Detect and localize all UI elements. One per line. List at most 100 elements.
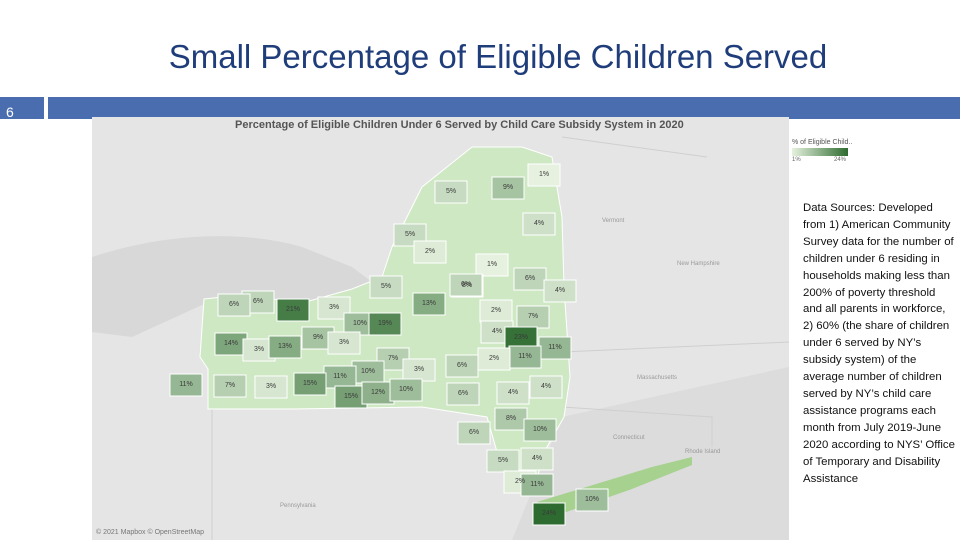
county-region[interactable] [389, 378, 423, 402]
county-region[interactable] [513, 267, 547, 291]
choropleth-map[interactable]: 5% 9% 1% 4% 5% 2% 1% 8% 6% 6% 5% 4% 6% 21% 3% 13% 2% 7% 6%… [92, 117, 789, 540]
county-percent-label: 6% [458, 390, 468, 397]
county-region[interactable] [520, 473, 554, 497]
county-percent-label: 1% [487, 261, 497, 268]
county-percent-label: 2% [425, 248, 435, 255]
county-region[interactable] [434, 180, 468, 204]
county-percent-label: 14% [224, 340, 238, 347]
county-percent-label: 4% [541, 383, 551, 390]
state-border-ct [561, 406, 713, 447]
county-percent-label: 2% [489, 355, 499, 362]
county-percent-label: 10% [361, 368, 375, 375]
county-region[interactable] [268, 335, 302, 359]
county-percent-label: 11% [518, 353, 532, 360]
county-percent-label: 11% [530, 481, 544, 488]
county-region[interactable] [413, 240, 447, 264]
county-percent-label: 4% [508, 389, 518, 396]
data-sources-text: Data Sources: Developed from 1) American… [803, 202, 955, 485]
county-region[interactable] [449, 273, 483, 297]
county-region[interactable] [486, 449, 520, 473]
county-region[interactable] [317, 296, 351, 320]
county-region[interactable] [457, 421, 491, 445]
county-percent-label: 8% [462, 282, 472, 289]
county-percent-label: 4% [555, 287, 565, 294]
county-percent-label: 6% [525, 275, 535, 282]
county-region[interactable] [496, 381, 530, 405]
county-percent-label: 10% [533, 426, 547, 433]
county-percent-label: 11% [333, 373, 347, 380]
county-region[interactable] [522, 212, 556, 236]
county-percent-label: 7% [225, 382, 235, 389]
county-region[interactable] [527, 163, 561, 187]
legend-min-label: 1% [792, 157, 801, 163]
county-region[interactable] [254, 375, 288, 399]
slide-number-bar [0, 97, 44, 119]
county-percent-label: 3% [254, 346, 264, 353]
county-percent-label: 4% [534, 220, 544, 227]
state-border-vt [561, 136, 708, 158]
map-svg: 5%9%1%4%5%2%1%8%6%6%5%4%6%21% 3%13%2%7%6%… [92, 136, 789, 540]
county-percent-label: 5% [446, 188, 456, 195]
county-percent-label: 10% [353, 320, 367, 327]
legend-color-ramp [792, 148, 848, 156]
county-region[interactable] [368, 312, 402, 336]
county-percent-label: 5% [498, 457, 508, 464]
county-region[interactable] [543, 279, 577, 303]
place-label: Pennsylvania [280, 503, 316, 509]
county-region[interactable] [412, 292, 446, 316]
county-percent-label: 9% [503, 184, 513, 191]
county-percent-label: 11% [548, 344, 562, 351]
county-region[interactable] [217, 293, 251, 317]
slide-title: Small Percentage of Eligible Children Se… [168, 38, 828, 75]
county-percent-label: 15% [344, 393, 358, 400]
county-percent-label: 8% [506, 415, 516, 422]
county-percent-label: 13% [278, 343, 292, 350]
map-legend: % of Eligible Child.. 1% 24% [792, 139, 852, 165]
state-border-ma [561, 341, 789, 353]
county-percent-label: 5% [381, 283, 391, 290]
county-region[interactable] [327, 331, 361, 355]
county-region[interactable] [169, 373, 203, 397]
county-percent-label: 19% [378, 320, 392, 327]
county-percent-label: 6% [469, 429, 479, 436]
place-label: New Hampshire [677, 261, 720, 267]
county-percent-label: 6% [457, 362, 467, 369]
county-percent-label: 10% [585, 496, 599, 503]
county-region[interactable] [276, 298, 310, 322]
county-percent-label: 3% [339, 339, 349, 346]
county-percent-label: 3% [266, 383, 276, 390]
county-percent-label: 6% [229, 301, 239, 308]
legend-title: % of Eligible Child.. [792, 139, 853, 146]
county-region[interactable] [575, 488, 609, 512]
county-percent-label: 4% [532, 455, 542, 462]
county-region[interactable] [520, 447, 554, 471]
county-percent-label: 11% [179, 381, 193, 388]
county-percent-label: 15% [303, 380, 317, 387]
county-percent-label: 5% [405, 231, 415, 238]
county-region[interactable] [529, 375, 563, 399]
county-region[interactable] [293, 372, 327, 396]
header-accent-bar [48, 97, 960, 119]
county-percent-label: 7% [388, 355, 398, 362]
county-percent-label: 13% [422, 300, 436, 307]
slide-number: 6 [6, 104, 14, 120]
place-label: Rhode Island [685, 449, 720, 455]
county-region[interactable] [369, 275, 403, 299]
county-region[interactable] [446, 382, 480, 406]
county-region[interactable] [213, 374, 247, 398]
county-percent-label: 21% [286, 306, 300, 313]
county-region[interactable] [475, 253, 509, 277]
legend-max-label: 24% [834, 157, 847, 163]
lake-ontario [92, 236, 392, 337]
place-label: Connecticut [613, 435, 645, 441]
county-percent-label: 6% [253, 298, 263, 305]
map-credit[interactable]: © 2021 Mapbox © OpenStreetMap [96, 529, 204, 536]
county-percent-label: 23% [514, 334, 528, 341]
county-region[interactable] [477, 347, 511, 371]
county-region[interactable] [532, 502, 566, 526]
place-label: Vermont [602, 218, 625, 224]
county-region[interactable] [491, 176, 525, 200]
county-percent-label: 9% [313, 334, 323, 341]
county-region[interactable] [523, 418, 557, 442]
county-percent-label: 10% [399, 386, 413, 393]
